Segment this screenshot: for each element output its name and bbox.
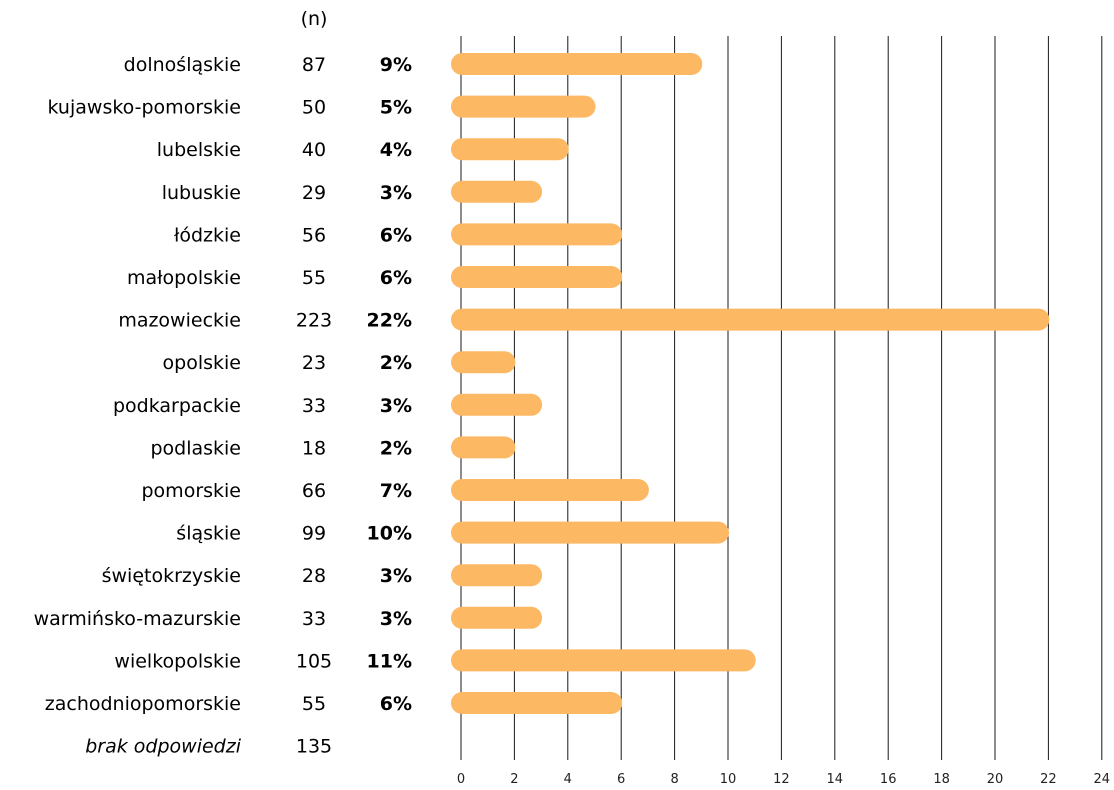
region-label: brak odpowiedzi: [85, 736, 241, 758]
x-tick-label: 12: [773, 772, 790, 787]
percent-label: 10%: [367, 523, 412, 545]
n-value: 87: [302, 54, 326, 76]
region-label: pomorskie: [142, 480, 242, 502]
n-value: 23: [302, 352, 326, 374]
bar: [451, 479, 649, 501]
region-label: opolskie: [163, 352, 241, 374]
bar: [451, 308, 1050, 331]
bar: [451, 564, 543, 587]
x-tick-label: 16: [880, 772, 897, 787]
bar: [451, 53, 703, 75]
bars: [451, 53, 1050, 714]
region-label: mazowieckie: [118, 310, 241, 332]
n-value: 55: [302, 267, 326, 289]
n-value: 223: [296, 310, 332, 332]
region-label: lubelskie: [157, 139, 241, 161]
percent-label: 6%: [380, 267, 412, 289]
region-label: lubuskie: [162, 182, 241, 204]
n-value: 56: [302, 224, 326, 246]
percent-label: 9%: [380, 54, 412, 76]
bar: [451, 436, 516, 459]
region-label: podkarpackie: [113, 395, 241, 417]
x-tick-label: 6: [617, 772, 625, 787]
percent-label: 7%: [380, 480, 412, 502]
region-label: świętokrzyskie: [102, 565, 241, 587]
x-tick-label: 24: [1094, 772, 1111, 787]
percent-label: 22%: [367, 310, 412, 332]
x-axis-ticks: 0 2 4 6 8 10 12 14 16 18 20 22 24: [457, 772, 1110, 787]
x-tick-label: 14: [827, 772, 844, 787]
bar: [451, 223, 623, 246]
percent-label: 3%: [380, 565, 412, 587]
x-tick-label: 18: [933, 772, 950, 787]
n-value: 66: [302, 480, 326, 502]
row-labels: dolnośląskie 87 9% kujawsko-pomorskie 50 5% lu…: [34, 54, 412, 758]
percent-label: 6%: [380, 693, 412, 715]
region-label: podlaskie: [150, 437, 241, 459]
percent-label: 11%: [367, 650, 412, 672]
percent-label: 4%: [380, 139, 412, 161]
percent-label: 3%: [380, 395, 412, 417]
bar: [451, 266, 623, 288]
bar: [451, 351, 516, 374]
n-value: 33: [302, 608, 326, 630]
bar: [451, 692, 623, 714]
n-value: 18: [302, 437, 326, 459]
percent-label: 3%: [380, 608, 412, 630]
bar: [451, 649, 756, 672]
percent-label: 5%: [380, 97, 412, 119]
region-label: dolnośląskie: [124, 54, 241, 76]
percent-label: 3%: [380, 182, 412, 204]
x-tick-label: 10: [720, 772, 737, 787]
region-label: małopolskie: [127, 267, 241, 289]
bar: [451, 180, 543, 203]
n-value: 105: [296, 650, 332, 672]
bar: [451, 95, 596, 118]
n-value: 135: [296, 736, 332, 758]
n-value: 99: [302, 523, 326, 545]
region-label: zachodniopomorskie: [45, 693, 241, 715]
gridlines: [460, 36, 1103, 760]
region-label: warmińsko-mazurskie: [34, 608, 241, 630]
bar: [451, 606, 543, 629]
x-tick-label: 0: [457, 772, 465, 787]
region-label: łódzkie: [174, 224, 241, 246]
n-column-header: (n): [301, 8, 328, 30]
n-value: 33: [302, 395, 326, 417]
x-tick-label: 20: [987, 772, 1004, 787]
percent-label: 2%: [380, 352, 412, 374]
bar: [451, 393, 543, 416]
x-tick-label: 8: [670, 772, 678, 787]
n-value: 40: [302, 139, 326, 161]
bar: [451, 521, 729, 544]
region-label: śląskie: [176, 523, 241, 545]
x-tick-label: 22: [1040, 772, 1057, 787]
bar: [451, 138, 569, 161]
n-value: 50: [302, 97, 326, 119]
n-value: 28: [302, 565, 326, 587]
x-tick-label: 4: [564, 772, 572, 787]
x-tick-label: 2: [510, 772, 518, 787]
region-label: kujawsko-pomorskie: [48, 97, 241, 119]
percent-label: 2%: [380, 437, 412, 459]
percent-label: 6%: [380, 224, 412, 246]
region-label: wielkopolskie: [114, 650, 241, 672]
n-value: 29: [302, 182, 326, 204]
n-value: 55: [302, 693, 326, 715]
